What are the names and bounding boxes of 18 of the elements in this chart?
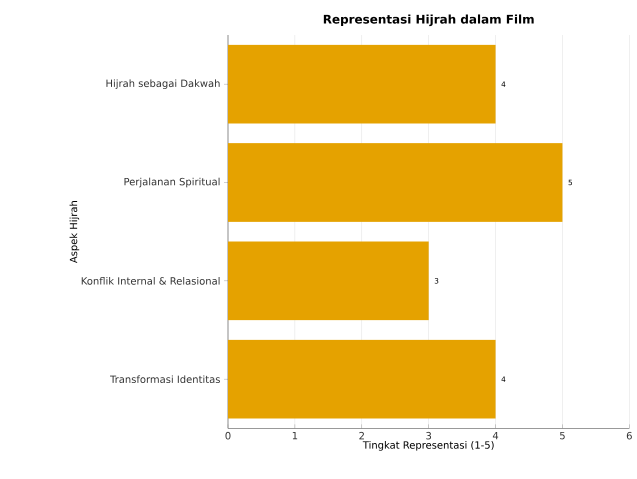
x-tick-label: 3 [426,432,432,440]
bar [228,340,496,419]
bar [228,44,496,124]
y-tick-label: Hijrah sebagai Dakwah [106,79,220,89]
x-tick-label: 5 [560,432,565,440]
y-axis-title: Aspek Hijrah [70,201,80,264]
x-tick-label: 6 [626,432,632,440]
x-tick-label: 1 [292,432,298,440]
x-tick-label: 0 [225,432,230,440]
y-tick-label: Transformasi Identitas [110,375,220,384]
y-tick-label: Perjalanan Spiritual [124,178,220,188]
bar [228,143,562,222]
y-tick-label: Konflik Internal & Relasional [82,276,220,285]
x-tick-label: 2 [359,432,364,440]
x-axis-title: Tingkat Representasi (1-5) [362,441,494,451]
chart-title: Representasi Hijrah dalam Film [324,14,534,26]
x-tick-label: 4 [492,432,498,440]
bar [228,242,429,320]
